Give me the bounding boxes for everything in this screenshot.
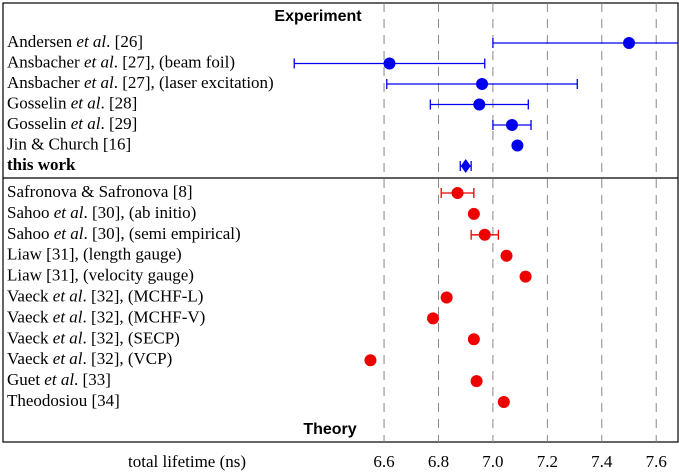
error-bar	[492, 38, 678, 48]
label-part: . [33]	[74, 370, 111, 389]
label-part: et al	[71, 114, 101, 133]
label-part: et al	[53, 286, 83, 305]
label-part: et al	[53, 307, 83, 326]
row-label: Liaw [31], (velocity gauge)	[7, 266, 194, 285]
label-part: . [27], (beam foil)	[114, 52, 235, 71]
label-part: this work	[7, 155, 76, 174]
marker	[519, 270, 532, 283]
row-label: this work	[7, 155, 76, 174]
label-part: . [29]	[101, 114, 138, 133]
label-part: et al	[54, 224, 84, 243]
label-part: et al	[53, 328, 83, 347]
label-part: et al	[71, 93, 101, 112]
label-part: . [28]	[101, 93, 138, 112]
label-part: . [32], (MCHF-V)	[83, 307, 206, 326]
row-label: Gosselin et al. [29]	[7, 114, 137, 133]
label-part: Vaeck	[7, 307, 53, 326]
label-part: Sahoo	[7, 224, 54, 243]
section-header: Theory	[303, 421, 356, 438]
row-label: Vaeck et al. [32], (VCP)	[7, 349, 172, 368]
row-label: Jin & Church [16]	[7, 134, 131, 153]
label-part: Liaw [31], (velocity gauge)	[7, 266, 194, 285]
row-label: Ansbacher et al. [27], (beam foil)	[7, 52, 235, 71]
marker	[505, 119, 518, 131]
label-part: et al	[54, 203, 84, 222]
marker	[623, 37, 636, 49]
marker	[478, 228, 491, 241]
marker	[460, 159, 471, 173]
label-part: Gosselin	[7, 114, 71, 133]
label-part: Sahoo	[7, 203, 54, 222]
x-tick-label: 7.2	[537, 452, 558, 471]
label-part: Vaeck	[7, 349, 53, 368]
label-part: Theodosiou [34]	[7, 391, 120, 410]
row-label: Gosselin et al. [28]	[7, 93, 137, 112]
label-part: et al	[84, 52, 114, 71]
x-tick-label: 7.0	[482, 452, 503, 471]
label-part: et al	[76, 32, 106, 51]
plot-frame	[2, 2, 679, 443]
label-part: . [32], (MCHF-L)	[83, 286, 204, 305]
marker	[451, 187, 464, 199]
x-tick-label: 7.4	[591, 452, 613, 471]
label-part: Andersen	[7, 32, 76, 51]
row-label: Guet et al. [33]	[7, 370, 111, 389]
label-part: . [27], (laser excitation)	[114, 73, 274, 92]
marker	[467, 207, 480, 220]
x-tick-label: 6.6	[373, 452, 394, 471]
label-part: . [30], (semi empirical)	[84, 224, 241, 243]
label-part: et al	[53, 349, 83, 368]
label-part: Ansbacher	[7, 52, 84, 71]
row-label: Sahoo et al. [30], (ab initio)	[7, 203, 196, 222]
row-label: Vaeck et al. [32], (SECP)	[7, 328, 180, 347]
x-tick-label: 6.8	[428, 452, 449, 471]
row-label: Vaeck et al. [32], (MCHF-L)	[7, 286, 203, 305]
marker	[467, 333, 480, 346]
row-label: Theodosiou [34]	[7, 391, 120, 410]
row-label: Vaeck et al. [32], (MCHF-V)	[7, 307, 205, 326]
marker	[511, 139, 524, 152]
marker	[470, 375, 483, 388]
marker	[440, 291, 453, 304]
label-part: . [32], (VCP)	[83, 349, 173, 368]
row-label: Safronova & Safronova [8]	[7, 182, 193, 201]
row-label: Ansbacher et al. [27], (laser excitation…	[7, 73, 274, 92]
label-part: . [26]	[106, 32, 143, 51]
marker	[497, 396, 510, 408]
label-part: Ansbacher	[7, 73, 84, 92]
label-part: et al	[44, 370, 74, 389]
marker	[476, 78, 489, 90]
label-part: . [30], (ab initio)	[84, 203, 197, 222]
label-part: Safronova & Safronova [8]	[7, 182, 193, 201]
label-part: et al	[84, 73, 114, 92]
section-header: Experiment	[274, 8, 362, 25]
label-part: Gosselin	[7, 93, 71, 112]
row-label: Sahoo et al. [30], (semi empirical)	[7, 224, 241, 243]
label-part: . [32], (SECP)	[83, 328, 180, 347]
label-part: Vaeck	[7, 328, 53, 347]
marker	[427, 312, 440, 325]
label-part: Vaeck	[7, 286, 53, 305]
x-axis-label: total lifetime (ns)	[128, 452, 246, 471]
label-part: Guet	[7, 370, 44, 389]
marker	[383, 57, 396, 70]
row-label: Liaw [31], (length gauge)	[7, 245, 182, 264]
row-label: Andersen et al. [26]	[7, 32, 143, 51]
label-part: Jin & Church [16]	[7, 134, 131, 153]
marker	[364, 354, 377, 367]
x-tick-label: 7.6	[646, 452, 667, 471]
label-part: Liaw [31], (length gauge)	[7, 245, 182, 264]
marker	[500, 249, 513, 262]
marker	[473, 98, 486, 111]
